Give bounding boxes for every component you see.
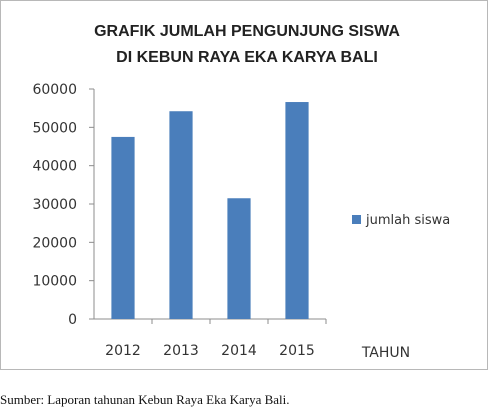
source-note: Sumber: Laporan tahunan Kebun Raya Eka K… bbox=[0, 392, 290, 407]
bar-chart: GRAFIK JUMLAH PENGUNJUNG SISWA DI KEBUN … bbox=[32, 23, 450, 361]
legend-swatch bbox=[352, 215, 361, 224]
bar-2014 bbox=[227, 198, 251, 319]
chart-frame: GRAFIK JUMLAH PENGUNJUNG SISWA DI KEBUN … bbox=[0, 0, 488, 370]
y-tick-label: 40000 bbox=[32, 159, 77, 175]
bars bbox=[111, 102, 309, 320]
legend-label: jumlah siswa bbox=[365, 213, 450, 228]
y-tick-label: 0 bbox=[68, 312, 77, 328]
legend: jumlah siswa bbox=[352, 213, 450, 228]
x-tick-label: 2014 bbox=[221, 343, 257, 359]
chart-title-line-2: DI KEBUN RAYA EKA KARYA BALI bbox=[116, 49, 378, 66]
y-tick-label: 50000 bbox=[32, 120, 77, 136]
x-axis-title: TAHUN bbox=[361, 345, 410, 361]
bar-2013 bbox=[169, 111, 193, 319]
chart-title-line-1: GRAFIK JUMLAH PENGUNJUNG SISWA bbox=[94, 23, 400, 40]
y-tick-label: 10000 bbox=[32, 274, 77, 290]
y-tick-label: 20000 bbox=[32, 235, 77, 251]
bar-2012 bbox=[111, 136, 135, 319]
y-tick-label: 30000 bbox=[32, 197, 77, 213]
y-axis: 0 10000 20000 30000 40000 50000 60000 bbox=[32, 82, 95, 328]
x-tick-label: 2013 bbox=[163, 343, 199, 359]
x-tick-label: 2012 bbox=[105, 343, 141, 359]
y-tick-label: 60000 bbox=[32, 82, 77, 98]
bar-2015 bbox=[285, 102, 309, 320]
x-tick-label: 2015 bbox=[279, 343, 315, 359]
x-axis: 2012 2013 2014 2015 bbox=[94, 318, 327, 359]
